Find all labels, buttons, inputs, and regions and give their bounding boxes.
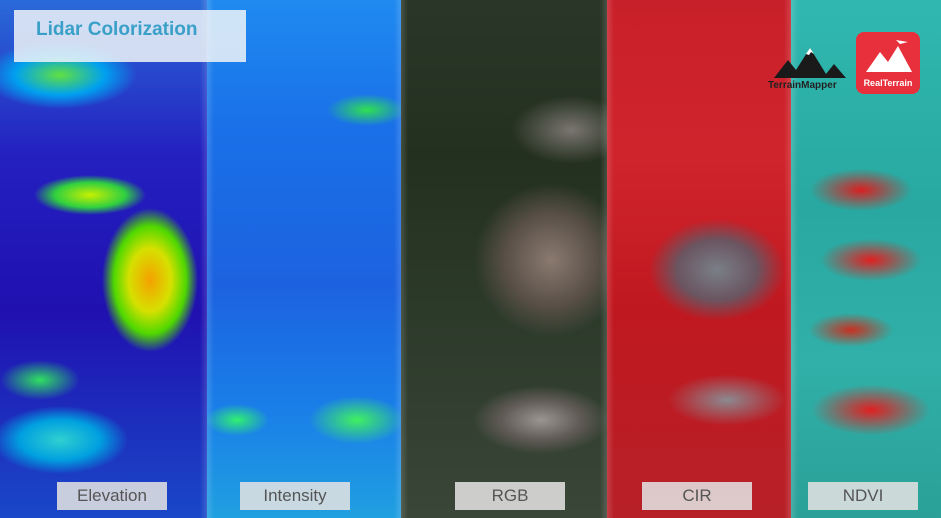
panel-label: NDVI (808, 482, 918, 510)
rgb-panel (401, 0, 607, 518)
title: Lidar Colorization (14, 10, 246, 62)
panel-label: Elevation (57, 482, 167, 510)
panel-edge (200, 0, 214, 518)
realterrain-logo: RealTerrain (863, 78, 913, 88)
panel-label: RGB (455, 482, 565, 510)
elevation-panel (0, 0, 207, 518)
panel-edge (784, 0, 798, 518)
terrainmapper-logo: TerrainMapper (768, 80, 837, 91)
intensity-panel (207, 0, 401, 518)
realterrain-icon (866, 40, 912, 72)
panel-label: CIR (642, 482, 752, 510)
panel-label: Intensity (240, 482, 350, 510)
cir-panel (607, 0, 791, 518)
panel-edge (394, 0, 408, 518)
terrainmapper-icon (774, 48, 846, 78)
panel-edge (600, 0, 614, 518)
realterrain-badge (856, 32, 920, 94)
